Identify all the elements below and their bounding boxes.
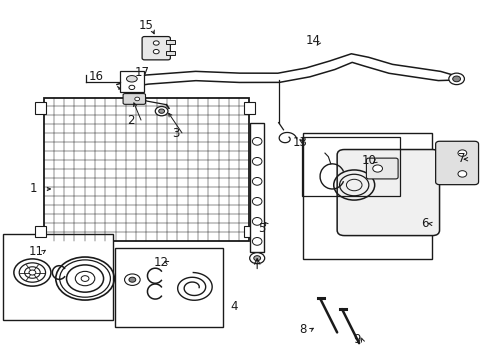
Text: 15: 15: [138, 19, 153, 32]
Text: 13: 13: [292, 136, 307, 149]
Bar: [35, 102, 45, 114]
Bar: [120, 71, 143, 92]
FancyBboxPatch shape: [142, 37, 170, 60]
Ellipse shape: [252, 198, 262, 205]
Ellipse shape: [252, 157, 262, 165]
Text: 5: 5: [257, 222, 264, 235]
Bar: [302, 137, 399, 196]
Text: 14: 14: [305, 33, 320, 47]
Ellipse shape: [252, 217, 262, 225]
Text: 10: 10: [361, 154, 375, 167]
Text: 12: 12: [154, 256, 169, 269]
Circle shape: [153, 49, 159, 54]
Text: 8: 8: [299, 323, 306, 336]
FancyBboxPatch shape: [366, 158, 397, 179]
Bar: [43, 98, 249, 241]
Circle shape: [153, 41, 159, 45]
Text: 6: 6: [420, 216, 428, 230]
Circle shape: [129, 277, 136, 282]
Bar: [303, 134, 431, 259]
Bar: [244, 226, 255, 237]
Bar: [35, 226, 45, 237]
Circle shape: [372, 165, 382, 172]
Text: 2: 2: [127, 114, 135, 127]
Circle shape: [135, 97, 140, 101]
Text: 11: 11: [28, 245, 43, 258]
Ellipse shape: [252, 238, 262, 245]
Text: 16: 16: [88, 69, 103, 82]
Ellipse shape: [126, 76, 137, 82]
Circle shape: [457, 171, 466, 177]
Circle shape: [448, 73, 464, 85]
Text: 3: 3: [172, 127, 180, 140]
Text: 7: 7: [457, 152, 464, 165]
FancyBboxPatch shape: [123, 94, 145, 104]
Ellipse shape: [252, 138, 262, 145]
Text: 4: 4: [229, 300, 237, 313]
Circle shape: [253, 256, 260, 261]
Bar: [166, 40, 175, 44]
Bar: [166, 51, 175, 55]
Circle shape: [452, 76, 460, 82]
Bar: [250, 123, 264, 252]
Text: 1: 1: [30, 183, 38, 195]
Circle shape: [457, 150, 466, 156]
FancyBboxPatch shape: [435, 141, 478, 185]
Text: 9: 9: [352, 333, 360, 346]
Circle shape: [129, 85, 135, 90]
Circle shape: [249, 253, 264, 264]
Text: 17: 17: [134, 66, 149, 79]
Bar: [3, 234, 113, 320]
FancyBboxPatch shape: [336, 149, 439, 235]
Circle shape: [155, 107, 167, 116]
Bar: [244, 102, 255, 114]
Bar: [115, 248, 222, 327]
Ellipse shape: [252, 177, 262, 185]
Circle shape: [158, 109, 164, 113]
